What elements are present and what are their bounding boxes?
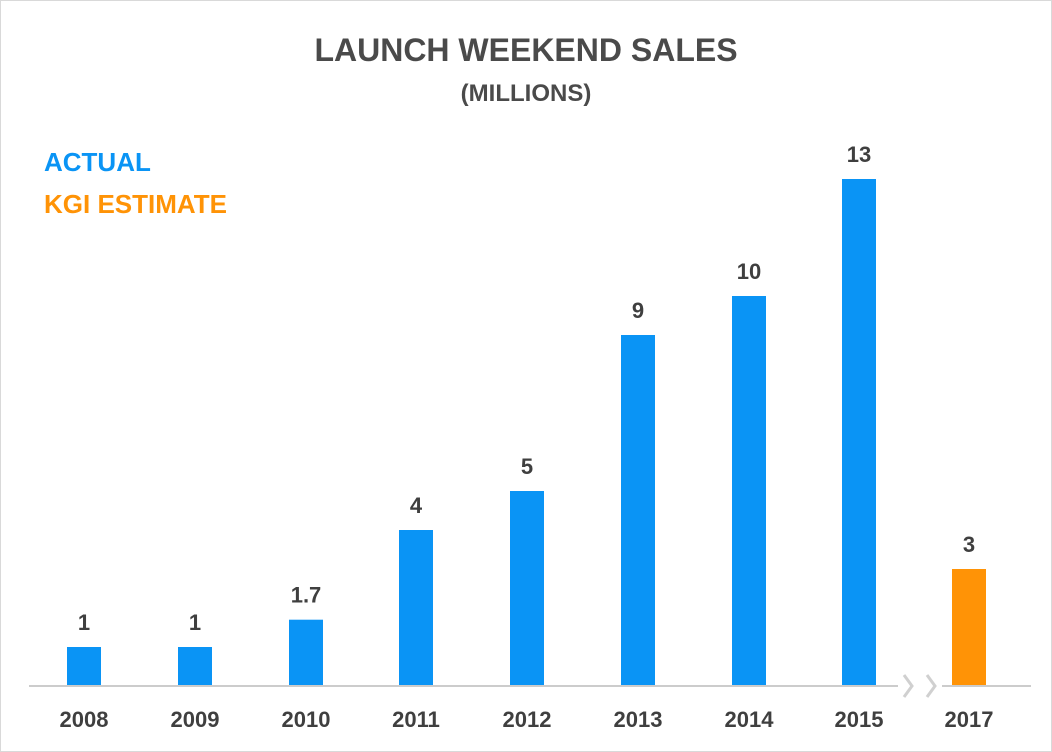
x-tick-labels-group: 2008 2009 2010 2011 2012 2013 2014 2015 2017: [60, 707, 994, 732]
bar-2009-actual: [178, 647, 212, 686]
x-tick-label-2013: 2013: [614, 707, 663, 732]
bar-2013-actual: [621, 335, 655, 686]
axis-break-chevron-2: [925, 674, 937, 698]
x-tick-label-2011: 2011: [392, 707, 440, 732]
data-label-2009: 1: [189, 610, 201, 635]
x-tick-label-2008: 2008: [60, 707, 109, 732]
data-label-2012: 5: [521, 454, 533, 479]
bar-2015-actual: [842, 179, 876, 686]
bar-2017-estimate: [952, 569, 986, 686]
data-label-2013: 9: [632, 298, 644, 323]
axis-break-gap: [898, 683, 942, 689]
x-tick-label-2012: 2012: [503, 707, 552, 732]
bar-2011-actual: [399, 530, 433, 686]
x-tick-label-2010: 2010: [282, 707, 331, 732]
bar-2014-actual: [732, 296, 766, 686]
legend-actual: ACTUAL: [44, 147, 151, 177]
x-tick-label-2017: 2017: [945, 707, 994, 732]
data-label-2017: 3: [963, 532, 975, 557]
x-tick-label-2015: 2015: [835, 707, 884, 732]
axis-break-chevron-1: [902, 674, 914, 698]
bars-group: [67, 179, 986, 686]
chart-subtitle: (MILLIONS): [461, 80, 592, 107]
bar-2008-actual: [67, 647, 101, 686]
data-label-2014: 10: [737, 259, 761, 284]
bar-2012-actual: [510, 491, 544, 686]
data-label-2008: 1: [78, 610, 90, 635]
data-label-2015: 13: [847, 142, 871, 167]
bar-2010-actual: [289, 619, 323, 686]
x-tick-label-2009: 2009: [171, 707, 220, 732]
data-label-2011: 4: [410, 493, 423, 518]
legend-kgi-estimate: KGI ESTIMATE: [44, 189, 227, 219]
axis-break-marks: [898, 674, 942, 698]
data-labels-group: 1 1 1.7 4 5 9 10 13 3: [78, 142, 975, 635]
data-label-2010: 1.7: [291, 583, 322, 608]
x-tick-label-2014: 2014: [725, 707, 775, 732]
chart-title: LAUNCH WEEKEND SALES: [314, 32, 737, 68]
